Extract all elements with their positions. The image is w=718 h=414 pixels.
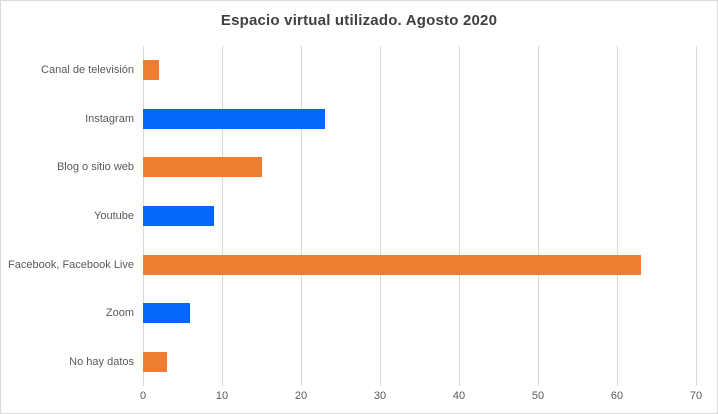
category-label: Instagram bbox=[85, 112, 134, 125]
bar bbox=[143, 303, 191, 324]
chart-title: Espacio virtual utilizado. Agosto 2020 bbox=[220, 12, 498, 29]
category-label: Youtube bbox=[94, 210, 134, 222]
x-tick-label: 50 bbox=[531, 390, 545, 402]
gridline bbox=[222, 46, 223, 386]
category-label: Zoom bbox=[105, 307, 134, 320]
x-tick-label: 10 bbox=[215, 390, 229, 402]
bar bbox=[143, 60, 159, 81]
bar bbox=[143, 206, 215, 226]
x-tick-label: 70 bbox=[689, 390, 703, 402]
x-tick-label: 30 bbox=[373, 390, 387, 402]
bar bbox=[143, 157, 262, 178]
bar bbox=[143, 351, 167, 372]
category-label: Facebook, Facebook Live bbox=[8, 258, 134, 271]
category-label: Canal de televisión bbox=[41, 64, 134, 77]
bar bbox=[143, 108, 325, 129]
gridline bbox=[301, 46, 302, 386]
gridline bbox=[538, 46, 539, 386]
category-label: Blog o sitio web bbox=[56, 161, 134, 174]
gridline bbox=[617, 46, 618, 386]
plot-area bbox=[143, 46, 697, 386]
bar bbox=[143, 254, 641, 275]
x-tick-label: 40 bbox=[452, 390, 466, 402]
x-tick-label: 60 bbox=[610, 390, 624, 402]
category-label: No hay datos bbox=[69, 355, 134, 368]
x-tick-label: 20 bbox=[294, 390, 308, 402]
gridline bbox=[696, 46, 697, 386]
gridline bbox=[380, 46, 381, 386]
gridline bbox=[459, 46, 460, 386]
x-tick-label: 0 bbox=[139, 390, 147, 402]
